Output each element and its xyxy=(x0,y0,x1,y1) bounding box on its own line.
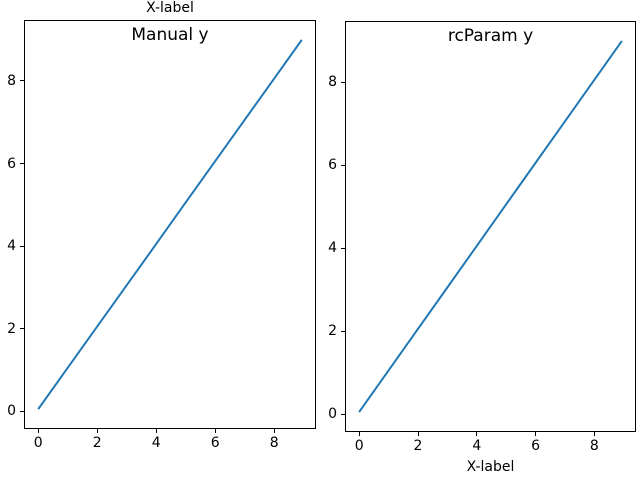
y-tick-label: 0 xyxy=(7,403,16,420)
x-tick-label: 8 xyxy=(269,435,279,451)
y-tick-mark xyxy=(20,245,25,247)
y-tick-label: 2 xyxy=(7,320,16,337)
x-tick-mark xyxy=(476,431,478,436)
x-tick-label: 6 xyxy=(531,438,541,454)
y-tick-label: 6 xyxy=(7,155,16,172)
y-tick-label: 8 xyxy=(328,74,337,91)
x-tick-label: 2 xyxy=(92,435,102,451)
x-tick-label: 0 xyxy=(354,438,364,454)
line-series xyxy=(37,39,303,410)
x-tick-label: 8 xyxy=(589,438,599,454)
y-tick-label: 8 xyxy=(7,72,16,89)
y-tick-mark xyxy=(20,80,25,82)
y-tick-label: 0 xyxy=(328,406,337,423)
y-tick-mark xyxy=(341,247,346,249)
x-tick-label: 4 xyxy=(472,438,482,454)
y-tick-label: 4 xyxy=(7,238,16,255)
x-tick-label: 0 xyxy=(33,435,43,451)
x-tick-mark xyxy=(155,428,157,433)
y-tick-mark xyxy=(341,81,346,83)
y-tick-mark xyxy=(341,164,346,166)
y-tick-mark xyxy=(341,330,346,332)
x-tick-mark xyxy=(358,431,360,436)
y-tick-mark xyxy=(341,413,346,415)
xlabel-bottom: X-label xyxy=(466,459,515,475)
x-tick-label: 2 xyxy=(413,438,423,454)
y-tick-label: 4 xyxy=(328,240,337,257)
x-tick-mark xyxy=(417,431,419,436)
x-tick-mark xyxy=(273,428,275,433)
x-tick-mark xyxy=(214,428,216,433)
x-tick-mark xyxy=(96,428,98,433)
y-tick-mark xyxy=(20,410,25,412)
y-tick-label: 2 xyxy=(328,323,337,340)
x-tick-label: 6 xyxy=(210,435,220,451)
y-tick-label: 6 xyxy=(328,157,337,174)
x-tick-mark xyxy=(37,428,39,433)
x-tick-label: 4 xyxy=(151,435,161,451)
y-tick-mark xyxy=(20,328,25,330)
x-tick-mark xyxy=(535,431,537,436)
xlabel-top: X-label xyxy=(146,0,194,16)
line-series xyxy=(358,40,623,413)
y-tick-mark xyxy=(20,163,25,165)
x-tick-mark xyxy=(593,431,595,436)
